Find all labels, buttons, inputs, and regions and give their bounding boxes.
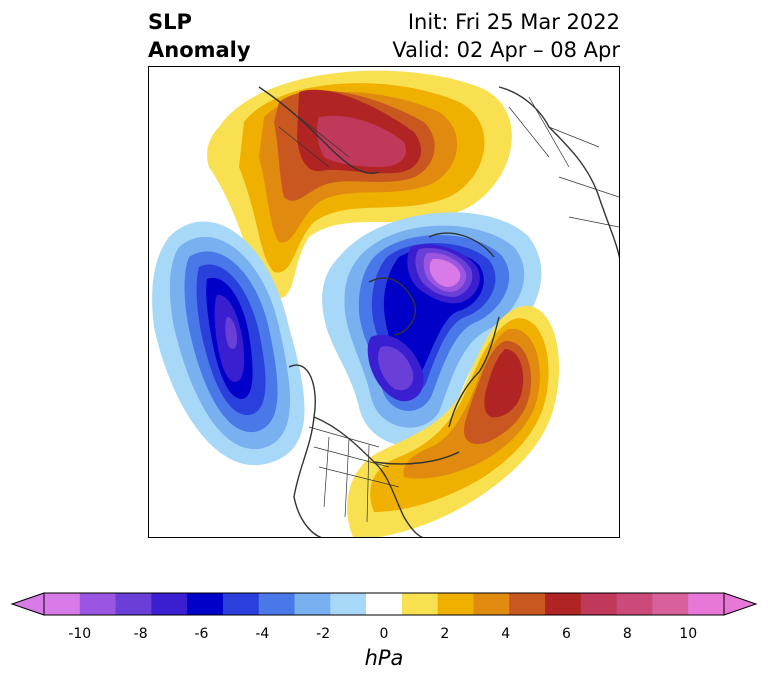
colorbar-bin <box>437 593 474 615</box>
anomaly-map-canvas <box>152 70 619 537</box>
colorbar-tick-label: 6 <box>562 626 571 642</box>
colorbar-tick-label: -6 <box>194 626 209 642</box>
colorbar-bin <box>473 593 510 615</box>
anomaly-map <box>148 66 620 538</box>
colorbar-bin <box>79 593 117 615</box>
negative-anomaly-pacific <box>152 221 305 466</box>
colorbar-bin <box>294 593 331 615</box>
colorbar-scale <box>10 592 758 616</box>
colorbar-tick-label: 0 <box>379 626 389 642</box>
colorbar-bin <box>401 593 439 615</box>
colorbar-tick-label: -4 <box>255 626 270 642</box>
colorbar-tick-label: 2 <box>440 626 450 642</box>
colorbar-tick-label: 4 <box>501 626 511 642</box>
title-variable-line1: SLP <box>148 10 192 34</box>
positive-anomaly-north <box>207 70 512 299</box>
colorbar-tick-label: -2 <box>316 626 331 642</box>
colorbar-bin <box>115 593 152 615</box>
colorbar-bin <box>652 593 689 615</box>
colorbar-bin <box>258 593 296 615</box>
colorbar-tick-label: 8 <box>622 626 632 642</box>
colorbar-tick-label: -8 <box>133 626 148 642</box>
coastlines <box>258 86 619 537</box>
colorbar-units: hPa <box>364 646 404 670</box>
colorbar-border <box>43 592 725 616</box>
colorbar-tick-label: 10 <box>679 626 698 642</box>
political-borders <box>278 96 619 523</box>
negative-anomaly-arctic <box>322 212 542 446</box>
colorbar-bin <box>151 593 188 615</box>
colorbar-bin <box>44 593 81 615</box>
colorbar-bin <box>509 593 546 615</box>
map-title-dates: Init: Fri 25 Mar 2022 Valid: 02 Apr – 08… <box>392 8 620 64</box>
colorbar-extend-high <box>723 592 758 616</box>
colorbar-bin <box>222 593 260 615</box>
colorbar-bin <box>330 593 367 615</box>
colorbar-bin <box>545 593 582 615</box>
colorbar <box>10 590 758 624</box>
colorbar-bin <box>688 593 725 615</box>
title-variable-line2: Anomaly <box>148 38 251 62</box>
colorbar-tick-label: -10 <box>68 626 92 642</box>
map-title-variable: SLP Anomaly <box>148 8 251 64</box>
colorbar-bin <box>366 593 403 615</box>
colorbar-bin <box>187 593 224 615</box>
valid-range-label: Valid: 02 Apr – 08 Apr <box>392 38 620 62</box>
colorbar-bin <box>616 593 653 615</box>
init-date-label: Init: Fri 25 Mar 2022 <box>407 10 620 34</box>
colorbar-bin <box>580 593 618 615</box>
colorbar-extend-low <box>10 592 45 616</box>
